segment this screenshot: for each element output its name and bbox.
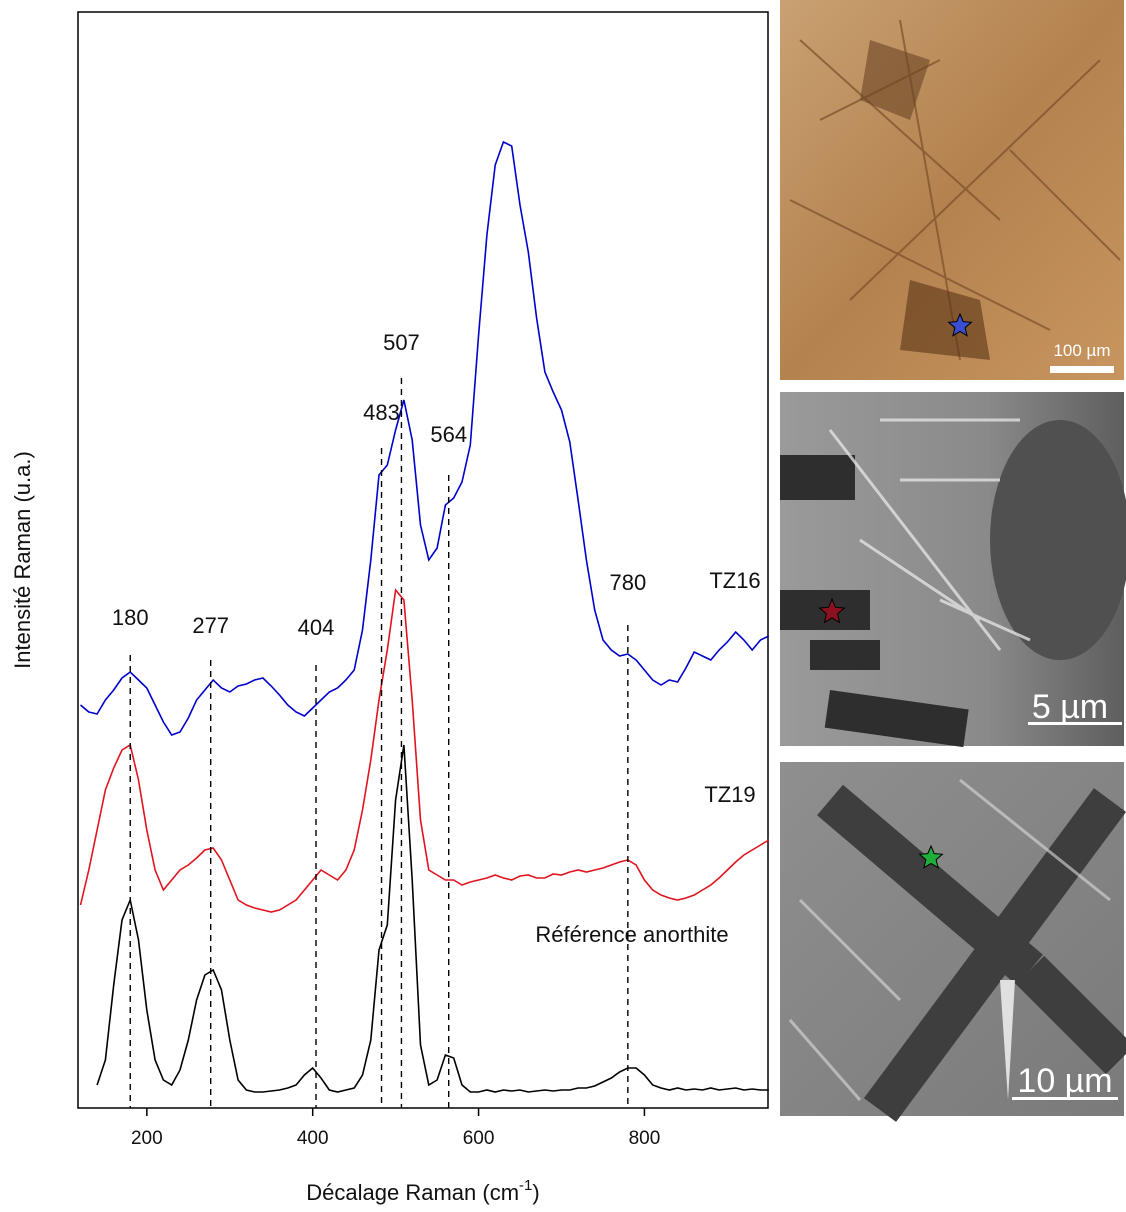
peak-label: 180 bbox=[112, 605, 149, 630]
peak-label: 507 bbox=[383, 330, 420, 355]
micrograph-3 bbox=[780, 762, 1126, 1122]
x-tick-label: 400 bbox=[297, 1128, 329, 1149]
micrograph-2 bbox=[780, 392, 1126, 748]
location-star bbox=[818, 597, 846, 624]
scale-label: 10 µm bbox=[1017, 1062, 1112, 1100]
x-label-sup: -1 bbox=[519, 1177, 532, 1194]
x-axis-label: Décalage Raman (cm-1) bbox=[306, 1177, 539, 1205]
series-label: TZ16 bbox=[709, 568, 760, 593]
series-label: TZ19 bbox=[704, 782, 755, 807]
location-star bbox=[918, 844, 944, 869]
peak-label: 483 bbox=[363, 400, 400, 425]
x-tick-label: 200 bbox=[131, 1128, 163, 1149]
y-axis-label: Intensité Raman (u.a.) bbox=[10, 451, 35, 669]
series-label: Référence anorthite bbox=[535, 922, 728, 947]
x-tick-label: 600 bbox=[463, 1128, 495, 1149]
x-label-end: ) bbox=[532, 1180, 539, 1205]
x-label-text: Décalage Raman (cm bbox=[306, 1180, 519, 1205]
peak-label: 277 bbox=[192, 613, 229, 638]
plot-frame bbox=[77, 11, 769, 1109]
scale-label: 5 µm bbox=[1032, 688, 1108, 726]
x-tick-label: 800 bbox=[629, 1128, 661, 1149]
scale-bar bbox=[1012, 1097, 1118, 1100]
spectrum-line bbox=[79, 588, 770, 913]
scale-label: 100 µm bbox=[1053, 341, 1110, 360]
location-star bbox=[947, 312, 973, 337]
spectrum-line bbox=[79, 140, 770, 736]
spectrum-line bbox=[96, 744, 769, 1093]
peak-label: 404 bbox=[298, 615, 335, 640]
micrograph-1 bbox=[780, 0, 1124, 380]
peak-label: 564 bbox=[430, 422, 467, 447]
scale-bar bbox=[1028, 722, 1122, 725]
peak-label: 780 bbox=[609, 570, 646, 595]
